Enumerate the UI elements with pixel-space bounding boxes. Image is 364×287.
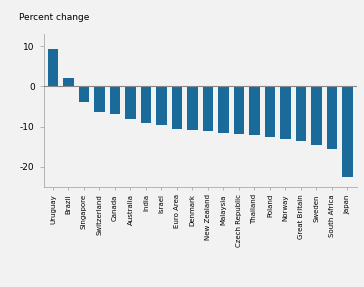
Bar (171, 86, 182, 129)
Bar (311, 86, 322, 145)
Bar (48, 49, 58, 86)
Bar (342, 86, 353, 177)
Bar (296, 86, 306, 141)
Bar (141, 86, 151, 123)
Bar (234, 86, 244, 134)
Text: Percent change: Percent change (19, 13, 89, 22)
Bar (156, 86, 167, 125)
Bar (327, 86, 337, 149)
Bar (218, 86, 229, 133)
Bar (125, 86, 136, 119)
Bar (249, 86, 260, 135)
Bar (79, 86, 90, 102)
Bar (110, 86, 120, 114)
Bar (94, 86, 105, 113)
Bar (202, 86, 213, 131)
Bar (265, 86, 275, 137)
Bar (63, 78, 74, 86)
Bar (187, 86, 198, 130)
Bar (280, 86, 291, 139)
